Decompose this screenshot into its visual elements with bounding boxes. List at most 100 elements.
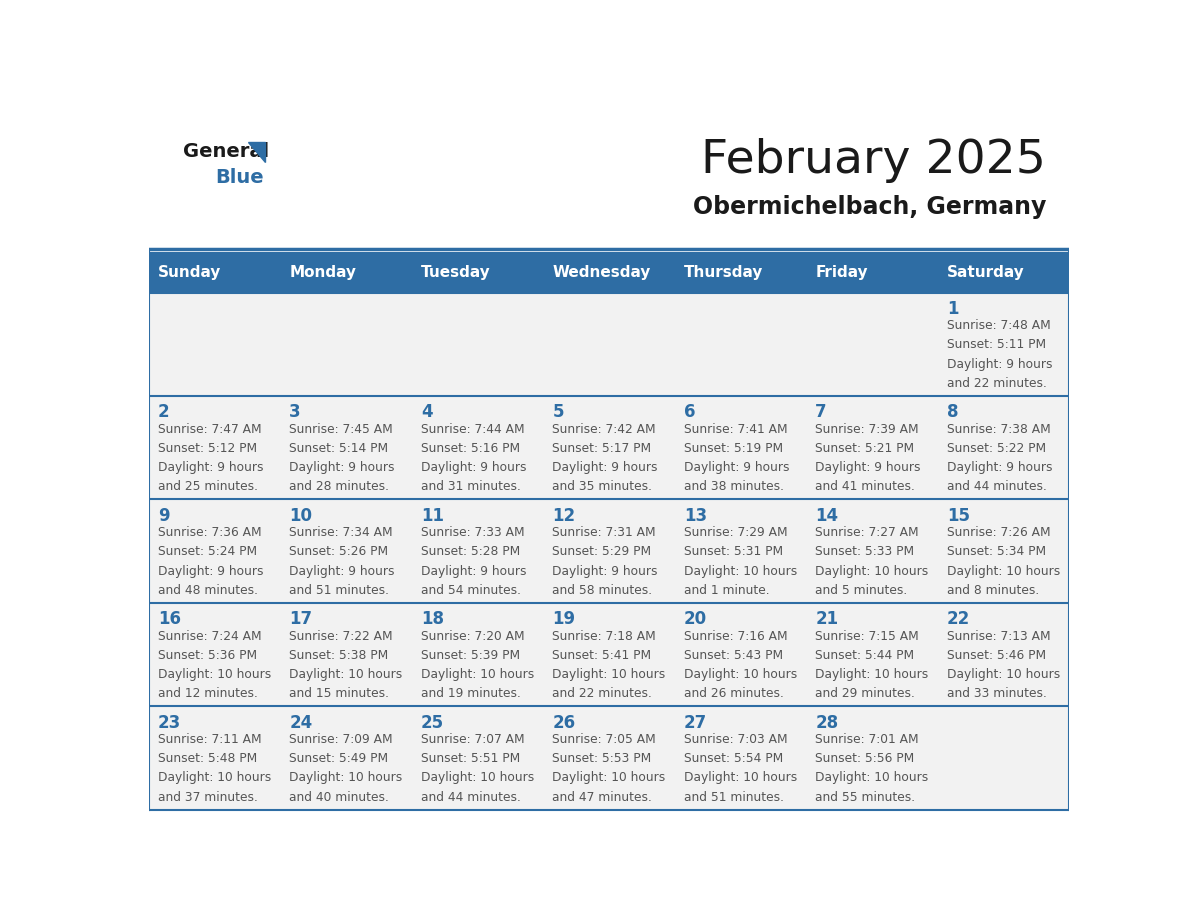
Text: and 51 minutes.: and 51 minutes. <box>684 790 784 803</box>
Bar <box>937 252 1069 293</box>
Text: Blue: Blue <box>216 168 265 187</box>
Text: and 40 minutes.: and 40 minutes. <box>289 790 390 803</box>
Text: Daylight: 9 hours: Daylight: 9 hours <box>158 461 264 474</box>
Text: Sunrise: 7:39 AM: Sunrise: 7:39 AM <box>815 423 920 436</box>
Text: 5: 5 <box>552 403 564 421</box>
Text: Sunrise: 7:29 AM: Sunrise: 7:29 AM <box>684 526 788 539</box>
Text: and 25 minutes.: and 25 minutes. <box>158 480 258 493</box>
Text: Sunset: 5:51 PM: Sunset: 5:51 PM <box>421 753 520 766</box>
Text: Sunset: 5:22 PM: Sunset: 5:22 PM <box>947 442 1045 455</box>
Text: 19: 19 <box>552 610 575 628</box>
Bar <box>543 293 675 396</box>
Text: Sunrise: 7:34 AM: Sunrise: 7:34 AM <box>289 526 393 539</box>
Bar <box>807 707 937 810</box>
Text: Sunset: 5:24 PM: Sunset: 5:24 PM <box>158 545 257 558</box>
Text: Sunset: 5:54 PM: Sunset: 5:54 PM <box>684 753 783 766</box>
Bar <box>675 707 807 810</box>
Text: Sunrise: 7:27 AM: Sunrise: 7:27 AM <box>815 526 920 539</box>
Text: and 37 minutes.: and 37 minutes. <box>158 790 258 803</box>
Text: Sunset: 5:26 PM: Sunset: 5:26 PM <box>289 545 388 558</box>
Bar <box>675 252 807 293</box>
Bar <box>807 603 937 707</box>
Text: Sunrise: 7:42 AM: Sunrise: 7:42 AM <box>552 423 656 436</box>
Text: and 1 minute.: and 1 minute. <box>684 584 770 597</box>
Text: Daylight: 10 hours: Daylight: 10 hours <box>947 565 1060 577</box>
Text: Daylight: 9 hours: Daylight: 9 hours <box>552 461 658 474</box>
Text: Daylight: 9 hours: Daylight: 9 hours <box>158 565 264 577</box>
Text: Daylight: 9 hours: Daylight: 9 hours <box>421 461 526 474</box>
Bar <box>937 499 1069 603</box>
Text: and 8 minutes.: and 8 minutes. <box>947 584 1040 597</box>
Text: Daylight: 10 hours: Daylight: 10 hours <box>158 668 271 681</box>
Text: Sunrise: 7:16 AM: Sunrise: 7:16 AM <box>684 630 788 643</box>
Bar <box>807 396 937 499</box>
Text: Sunset: 5:53 PM: Sunset: 5:53 PM <box>552 753 651 766</box>
Text: Sunset: 5:17 PM: Sunset: 5:17 PM <box>552 442 651 455</box>
Text: Daylight: 10 hours: Daylight: 10 hours <box>684 668 797 681</box>
Text: Daylight: 9 hours: Daylight: 9 hours <box>947 461 1053 474</box>
Text: 24: 24 <box>289 713 312 732</box>
Bar <box>280 499 411 603</box>
Text: 7: 7 <box>815 403 827 421</box>
Text: Sunrise: 7:44 AM: Sunrise: 7:44 AM <box>421 423 524 436</box>
Bar <box>937 707 1069 810</box>
Text: Monday: Monday <box>289 264 356 279</box>
Text: Daylight: 10 hours: Daylight: 10 hours <box>552 771 665 785</box>
Text: Daylight: 10 hours: Daylight: 10 hours <box>158 771 271 785</box>
Text: Sunset: 5:38 PM: Sunset: 5:38 PM <box>289 649 388 662</box>
Text: Daylight: 10 hours: Daylight: 10 hours <box>815 668 929 681</box>
Bar <box>543 252 675 293</box>
Text: Sunrise: 7:24 AM: Sunrise: 7:24 AM <box>158 630 261 643</box>
Text: Sunset: 5:36 PM: Sunset: 5:36 PM <box>158 649 257 662</box>
Text: and 15 minutes.: and 15 minutes. <box>289 688 390 700</box>
Bar <box>280 396 411 499</box>
Bar <box>543 499 675 603</box>
Text: and 51 minutes.: and 51 minutes. <box>289 584 390 597</box>
Text: 6: 6 <box>684 403 695 421</box>
Bar <box>148 396 280 499</box>
Text: Sunrise: 7:33 AM: Sunrise: 7:33 AM <box>421 526 524 539</box>
Text: Sunrise: 7:36 AM: Sunrise: 7:36 AM <box>158 526 261 539</box>
Text: and 48 minutes.: and 48 minutes. <box>158 584 258 597</box>
Text: Daylight: 9 hours: Daylight: 9 hours <box>815 461 921 474</box>
Text: and 55 minutes.: and 55 minutes. <box>815 790 916 803</box>
Text: Sunrise: 7:15 AM: Sunrise: 7:15 AM <box>815 630 920 643</box>
Text: Sunrise: 7:45 AM: Sunrise: 7:45 AM <box>289 423 393 436</box>
Text: Sunset: 5:19 PM: Sunset: 5:19 PM <box>684 442 783 455</box>
Text: Sunrise: 7:09 AM: Sunrise: 7:09 AM <box>289 733 393 746</box>
Text: 22: 22 <box>947 610 971 628</box>
Text: Daylight: 9 hours: Daylight: 9 hours <box>289 565 394 577</box>
Text: Sunrise: 7:31 AM: Sunrise: 7:31 AM <box>552 526 656 539</box>
Text: Sunset: 5:33 PM: Sunset: 5:33 PM <box>815 545 915 558</box>
Bar <box>543 603 675 707</box>
Text: Sunrise: 7:11 AM: Sunrise: 7:11 AM <box>158 733 261 746</box>
Text: 12: 12 <box>552 507 575 524</box>
Bar <box>280 707 411 810</box>
Text: 16: 16 <box>158 610 181 628</box>
Text: Sunday: Sunday <box>158 264 221 279</box>
Text: Sunrise: 7:38 AM: Sunrise: 7:38 AM <box>947 423 1050 436</box>
Bar <box>411 707 543 810</box>
Text: Sunset: 5:41 PM: Sunset: 5:41 PM <box>552 649 651 662</box>
Bar <box>807 293 937 396</box>
Text: Sunset: 5:43 PM: Sunset: 5:43 PM <box>684 649 783 662</box>
Text: 4: 4 <box>421 403 432 421</box>
Text: 15: 15 <box>947 507 969 524</box>
Text: 23: 23 <box>158 713 181 732</box>
Bar <box>280 293 411 396</box>
Text: Sunset: 5:16 PM: Sunset: 5:16 PM <box>421 442 520 455</box>
Text: and 44 minutes.: and 44 minutes. <box>947 480 1047 493</box>
Text: and 28 minutes.: and 28 minutes. <box>289 480 390 493</box>
Bar <box>148 499 280 603</box>
Text: 2: 2 <box>158 403 170 421</box>
Text: 10: 10 <box>289 507 312 524</box>
Bar <box>411 396 543 499</box>
Text: Daylight: 10 hours: Daylight: 10 hours <box>421 668 535 681</box>
Text: and 58 minutes.: and 58 minutes. <box>552 584 652 597</box>
Text: Sunrise: 7:47 AM: Sunrise: 7:47 AM <box>158 423 261 436</box>
Text: Daylight: 9 hours: Daylight: 9 hours <box>289 461 394 474</box>
Text: 8: 8 <box>947 403 959 421</box>
Text: and 44 minutes.: and 44 minutes. <box>421 790 520 803</box>
Text: Sunset: 5:28 PM: Sunset: 5:28 PM <box>421 545 520 558</box>
Text: Sunrise: 7:18 AM: Sunrise: 7:18 AM <box>552 630 656 643</box>
